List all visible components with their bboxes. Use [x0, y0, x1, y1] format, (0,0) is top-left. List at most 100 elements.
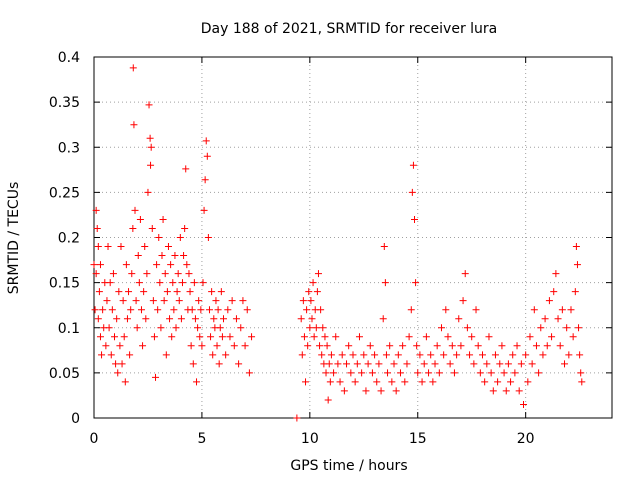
- data-point: [129, 224, 137, 232]
- data-point: [214, 306, 222, 314]
- data-point: [515, 387, 523, 395]
- data-point: [479, 351, 486, 359]
- data-point: [127, 306, 135, 314]
- data-point: [145, 101, 153, 109]
- data-point: [160, 297, 168, 305]
- data-point: [186, 288, 194, 296]
- data-point: [136, 215, 144, 223]
- data-point: [425, 369, 433, 377]
- data-point: [120, 333, 128, 341]
- data-point: [399, 342, 407, 350]
- data-point: [343, 360, 351, 368]
- data-point: [178, 279, 186, 287]
- data-point: [103, 297, 111, 305]
- data-point: [431, 360, 439, 368]
- data-point: [208, 288, 216, 296]
- data-point: [459, 297, 467, 305]
- x-tick-label: 20: [517, 431, 535, 447]
- data-point: [96, 333, 104, 341]
- data-point: [325, 360, 333, 368]
- data-point: [128, 270, 136, 278]
- data-point: [413, 342, 421, 350]
- data-point: [401, 378, 409, 386]
- data-point: [123, 315, 131, 323]
- data-point: [386, 342, 394, 350]
- data-point: [207, 333, 215, 341]
- data-point: [224, 306, 232, 314]
- data-point: [205, 306, 213, 314]
- data-point: [472, 306, 480, 314]
- data-point: [360, 351, 368, 359]
- data-point: [215, 360, 223, 368]
- data-point: [466, 351, 474, 359]
- data-point: [104, 243, 112, 251]
- data-point: [293, 414, 301, 422]
- data-point: [394, 351, 402, 359]
- data-point: [578, 378, 586, 386]
- data-point: [239, 297, 247, 305]
- data-point: [522, 351, 530, 359]
- data-point: [99, 306, 107, 314]
- data-point: [126, 351, 134, 359]
- data-point: [216, 324, 224, 332]
- data-point: [420, 360, 428, 368]
- data-point: [561, 360, 569, 368]
- data-point: [474, 342, 482, 350]
- data-point: [322, 369, 330, 377]
- data-point: [304, 342, 312, 350]
- data-point: [524, 378, 532, 386]
- data-point: [133, 324, 141, 332]
- data-point: [411, 215, 419, 223]
- y-tick-label: 0.35: [49, 95, 80, 111]
- data-point: [181, 224, 189, 232]
- data-point: [144, 188, 152, 196]
- data-point: [418, 378, 426, 386]
- data-point: [468, 333, 476, 341]
- data-point: [554, 315, 562, 323]
- data-point: [483, 360, 491, 368]
- data-point: [147, 143, 155, 151]
- data-point: [142, 315, 150, 323]
- data-point: [180, 252, 188, 260]
- data-point: [409, 161, 417, 169]
- data-point: [528, 360, 536, 368]
- data-point: [203, 152, 211, 160]
- y-tick-label: 0.1: [58, 321, 80, 337]
- data-point: [556, 342, 564, 350]
- data-point: [535, 369, 543, 377]
- data-point: [305, 288, 313, 296]
- data-point: [195, 297, 203, 305]
- data-point: [314, 270, 322, 278]
- data-point: [117, 243, 125, 251]
- data-point: [218, 333, 226, 341]
- data-point: [461, 270, 469, 278]
- data-point: [433, 342, 441, 350]
- data-point: [185, 270, 193, 278]
- data-point: [96, 261, 104, 269]
- x-axis-label: GPS time / hours: [290, 458, 407, 474]
- data-point: [543, 342, 551, 350]
- data-point: [548, 333, 556, 341]
- data-point: [197, 306, 205, 314]
- data-point: [153, 261, 161, 269]
- data-point: [115, 288, 123, 296]
- data-point: [437, 324, 445, 332]
- data-point: [159, 215, 167, 223]
- data-point: [163, 288, 171, 296]
- data-point: [146, 134, 154, 142]
- data-point: [245, 369, 253, 377]
- data-point: [380, 243, 388, 251]
- data-point: [212, 297, 220, 305]
- data-point: [193, 378, 201, 386]
- data-point: [111, 333, 119, 341]
- data-point: [98, 351, 106, 359]
- data-point: [569, 333, 577, 341]
- data-point: [187, 342, 195, 350]
- data-point: [351, 378, 359, 386]
- data-point: [422, 333, 430, 341]
- data-point: [202, 137, 210, 145]
- data-point: [481, 378, 489, 386]
- data-point: [122, 261, 130, 269]
- data-point: [353, 360, 361, 368]
- x-tick-label: 5: [197, 431, 206, 447]
